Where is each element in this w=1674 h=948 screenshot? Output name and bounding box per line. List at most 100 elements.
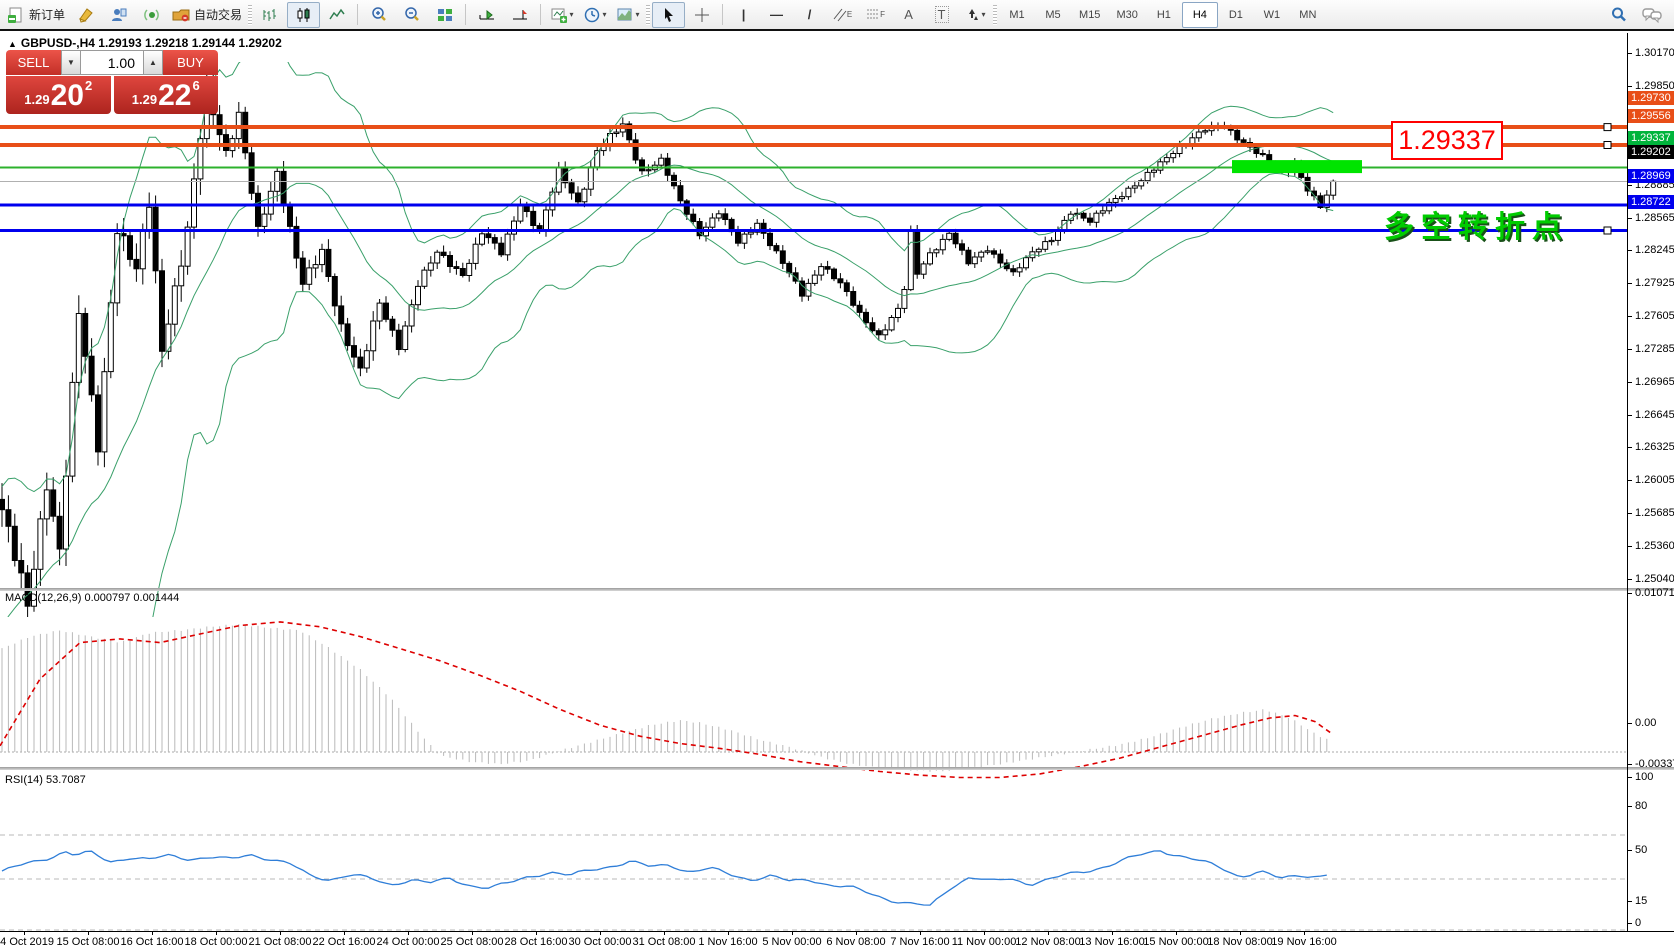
profile-button[interactable]: [102, 2, 135, 28]
timeframe-H1-button[interactable]: H1: [1156, 8, 1171, 21]
highlighter-button[interactable]: [69, 2, 102, 28]
auto-trading-label: 自动交易: [194, 8, 243, 22]
chart-shift-icon: [512, 9, 527, 19]
new-order-label: 新订单: [29, 8, 66, 22]
toolbar-separator: [465, 4, 467, 25]
chat-button[interactable]: [1635, 2, 1668, 28]
price-axis[interactable]: 1.30170 1.29850 1.28885 1.28565 1.28245 1.279…: [1628, 33, 1674, 931]
tile-windows-button[interactable]: [428, 2, 461, 28]
rsi-plot[interactable]: [0, 799, 1627, 948]
chart-shift-button[interactable]: [503, 2, 536, 28]
toolbar-separator: [540, 4, 542, 25]
toolbar-grip: [248, 4, 253, 25]
volume-input[interactable]: 1.00: [81, 50, 143, 75]
trendline-icon: /: [807, 7, 812, 22]
horizontal-line-icon: —: [770, 7, 784, 22]
buy-button[interactable]: BUY: [163, 50, 218, 75]
channel-tool[interactable]: E: [826, 2, 859, 28]
clock-icon: [584, 7, 599, 22]
templates-dropdown[interactable]: ▾: [611, 2, 644, 28]
main-chart-plot[interactable]: [0, 62, 1627, 617]
time-axis[interactable]: 14 Oct 2019 15 Oct 08:00 16 Oct 16:00 18 Oc…: [0, 931, 1674, 948]
rsi-axis-tick: 50: [1628, 844, 1647, 856]
price-axis-tick: 1.25360: [1628, 540, 1674, 552]
rsi-axis-tick: 100: [1628, 771, 1653, 783]
dropdown-caret: ▾: [635, 10, 640, 19]
volume-increase-button[interactable]: ▲: [143, 50, 163, 75]
timeframe-H4-button[interactable]: H4: [1181, 1, 1218, 28]
new-chart-dropdown[interactable]: ▾: [545, 2, 578, 28]
timeframe-M1-button[interactable]: M1: [1009, 8, 1025, 21]
toolbar-separator: [722, 4, 724, 25]
bar-chart-icon: [263, 8, 276, 21]
bar-chart-button[interactable]: [254, 2, 287, 28]
sell-button[interactable]: SELL: [6, 50, 61, 75]
new-order-icon: [8, 7, 22, 23]
new-order-button[interactable]: 新订单: [3, 2, 69, 28]
auto-scroll-button[interactable]: [470, 2, 503, 28]
time-axis-tick: [856, 932, 857, 935]
zoom-in-button[interactable]: [362, 2, 395, 28]
time-axis-tick: [1176, 932, 1177, 935]
sell-price-button[interactable]: 1.29 20 2: [6, 76, 111, 114]
price-level-badge: 1.28969: [1628, 169, 1674, 183]
zoom-out-button[interactable]: [395, 2, 428, 28]
price-axis-tick: 1.27285: [1628, 343, 1674, 355]
buy-price-prefix: 1.29: [131, 92, 158, 107]
signals-button[interactable]: [135, 2, 168, 28]
horizontal-line-tool[interactable]: —: [760, 2, 793, 28]
vertical-line-tool[interactable]: |: [727, 2, 760, 28]
line-chart-button[interactable]: [320, 2, 353, 28]
buy-price-button[interactable]: 1.29 22 6: [113, 76, 218, 114]
trendline-tool[interactable]: /: [793, 2, 826, 28]
price-flag-label[interactable]: 1.29337: [1391, 121, 1503, 160]
arrows-dropdown[interactable]: ▾: [958, 2, 991, 28]
signals-icon: [143, 8, 159, 21]
time-axis-label: 16 Oct 16:00: [120, 936, 184, 948]
periods-dropdown[interactable]: ▾: [578, 2, 611, 28]
chart-ohlc-title: ▲ GBPUSD-,H4 1.29193 1.29218 1.29144 1.29…: [8, 36, 282, 50]
volume-decrease-button[interactable]: ▼: [61, 50, 81, 75]
text-tool-icon: A: [904, 7, 913, 22]
one-click-trade-panel: SELL ▼ 1.00 ▲ BUY 1.29 20 2 1.29 22 6: [6, 50, 218, 114]
time-axis-tick: [792, 932, 793, 935]
timeframe-MN-button[interactable]: MN: [1299, 8, 1317, 21]
macd-axis-tick: 0.010713: [1628, 587, 1674, 599]
label-tool[interactable]: T: [925, 2, 958, 28]
timeframe-M5-button[interactable]: M5: [1045, 8, 1061, 21]
timeframe-group: M1 M5 M15 M30 H1 H4 D1 W1 MN: [999, 1, 1326, 28]
time-axis-tick: [408, 932, 409, 935]
template-icon: [617, 8, 632, 20]
timeframe-M15-button[interactable]: M15: [1079, 8, 1101, 21]
auto-trading-button[interactable]: 自动交易: [168, 2, 246, 28]
collapse-triangle-icon[interactable]: ▲: [8, 39, 17, 49]
zoom-in-icon: [371, 6, 386, 21]
timeframe-M30-button[interactable]: M30: [1116, 8, 1138, 21]
text-tool[interactable]: A: [892, 2, 925, 28]
rsi-axis-tick: 0: [1628, 917, 1641, 929]
line-chart-icon: [328, 8, 345, 19]
timeframe-D1-button[interactable]: D1: [1228, 8, 1243, 21]
fibonacci-tool[interactable]: F: [859, 2, 892, 28]
cursor-tool-button[interactable]: [652, 1, 686, 28]
time-axis-tick: [664, 932, 665, 935]
panel-splitter[interactable]: [0, 588, 1674, 591]
sell-price-prefix: 1.29: [24, 92, 50, 107]
crosshair-tool-button[interactable]: [685, 2, 718, 28]
auto-scroll-icon: [479, 9, 494, 20]
time-axis-label: 22 Oct 16:00: [312, 936, 376, 948]
macd-plot[interactable]: [0, 620, 1627, 796]
toolbar-grip: [646, 4, 651, 25]
price-axis-tick: 1.27925: [1628, 277, 1674, 289]
search-button[interactable]: [1602, 2, 1635, 28]
time-axis-tick: [600, 932, 601, 935]
price-axis-tick: 1.26325: [1628, 441, 1674, 453]
channel-label: E: [846, 10, 853, 19]
chinese-note-label[interactable]: 多空转折点: [1384, 211, 1569, 244]
panel-splitter[interactable]: [0, 767, 1674, 770]
candlestick-chart-button[interactable]: [287, 1, 321, 28]
time-axis-label: 15 Oct 08:00: [56, 936, 120, 948]
timeframe-W1-button[interactable]: W1: [1263, 8, 1281, 21]
time-axis-tick: [920, 932, 921, 935]
time-axis-label: 5 Nov 00:00: [762, 936, 822, 948]
